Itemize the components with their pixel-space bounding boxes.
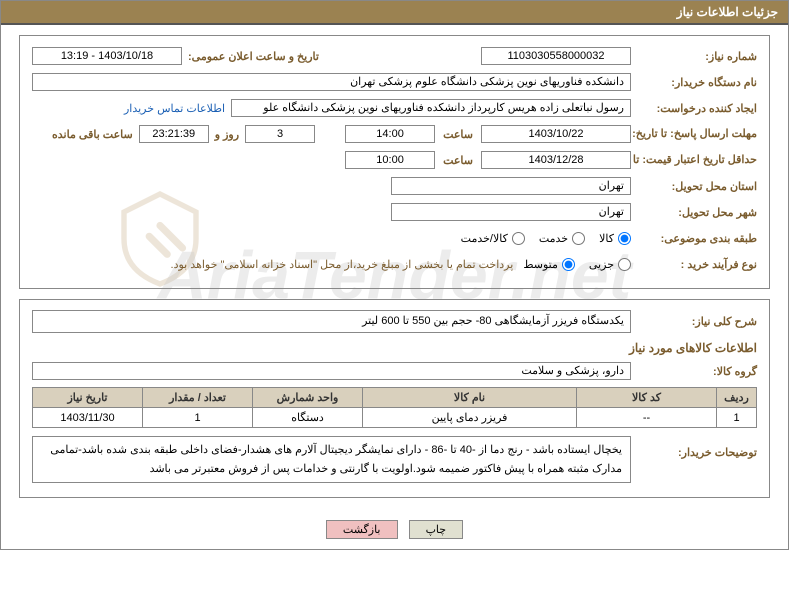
countdown-suffix: ساعت باقی مانده xyxy=(52,128,133,141)
buyer-notes-value: یخچال ایستاده باشد - رنج دما از -40 تا -… xyxy=(32,436,631,483)
category-option-both[interactable]: کالا/خدمت xyxy=(461,232,525,245)
col-unit: واحد شمارش xyxy=(253,388,363,408)
goods-group-value: دارو، پزشکی و سلامت xyxy=(32,362,631,380)
table-row: 1 -- فریزر دمای پایین دستگاه 1 1403/11/3… xyxy=(33,408,757,428)
announce-datetime-value: 1403/10/18 - 13:19 xyxy=(32,47,182,65)
time-label-2: ساعت xyxy=(443,154,473,167)
need-number-value: 1103030558000032 xyxy=(481,47,631,65)
purchase-type-radio-group: جزیی متوسط xyxy=(523,258,631,271)
response-deadline-label: مهلت ارسال پاسخ: تا تاریخ: xyxy=(637,127,757,141)
purchase-note: پرداخت تمام یا بخشی از مبلغ خرید،از محل … xyxy=(171,258,514,271)
delivery-province-label: استان محل تحویل: xyxy=(637,180,757,193)
goods-group-label: گروه کالا: xyxy=(637,365,757,378)
buyer-notes-label: توضیحات خریدار: xyxy=(637,436,757,459)
purchase-type-minor[interactable]: جزیی xyxy=(589,258,631,271)
category-label: طبقه بندی موضوعی: xyxy=(637,232,757,245)
col-code: کد کالا xyxy=(577,388,717,408)
response-deadline-date: 1403/10/22 xyxy=(481,125,631,143)
col-date: تاریخ نیاز xyxy=(33,388,143,408)
back-button[interactable]: بازگشت xyxy=(326,520,398,539)
time-label-1: ساعت xyxy=(443,128,473,141)
page-header: جزئیات اطلاعات نیاز xyxy=(1,1,788,25)
need-details-fieldset: شرح کلی نیاز: یکدستگاه فریزر آزمایشگاهی … xyxy=(19,299,770,498)
col-qty: تعداد / مقدار xyxy=(143,388,253,408)
delivery-city-value: تهران xyxy=(391,203,631,221)
overall-need-value: یکدستگاه فریزر آزمایشگاهی 80- حجم بین 55… xyxy=(32,310,631,333)
category-option-service[interactable]: خدمت xyxy=(539,232,585,245)
requester-value: رسول نباتعلی زاده هریس کارپرداز دانشکده … xyxy=(231,99,631,117)
goods-table: ردیف کد کالا نام کالا واحد شمارش تعداد /… xyxy=(32,387,757,428)
days-suffix: روز و xyxy=(215,128,239,141)
price-validity-date: 1403/12/28 xyxy=(481,151,631,169)
response-countdown: 23:21:39 xyxy=(139,125,209,143)
price-validity-label: حداقل تاریخ اعتبار قیمت: تا تاریخ: xyxy=(637,153,757,167)
cell-qty: 1 xyxy=(143,408,253,428)
purchase-type-medium[interactable]: متوسط xyxy=(523,258,575,271)
category-radio-group: کالا خدمت کالا/خدمت xyxy=(461,232,631,245)
cell-unit: دستگاه xyxy=(253,408,363,428)
button-row: چاپ بازگشت xyxy=(1,514,788,549)
col-row: ردیف xyxy=(717,388,757,408)
response-deadline-time: 14:00 xyxy=(345,125,435,143)
announce-datetime-label: تاریخ و ساعت اعلان عمومی: xyxy=(188,50,319,63)
cell-date: 1403/11/30 xyxy=(33,408,143,428)
goods-section-title: اطلاعات کالاهای مورد نیاز xyxy=(32,341,757,355)
col-name: نام کالا xyxy=(363,388,577,408)
need-number-label: شماره نیاز: xyxy=(637,50,757,63)
delivery-province-value: تهران xyxy=(391,177,631,195)
cell-row: 1 xyxy=(717,408,757,428)
overall-need-label: شرح کلی نیاز: xyxy=(637,315,757,328)
category-option-goods[interactable]: کالا xyxy=(599,232,631,245)
cell-code: -- xyxy=(577,408,717,428)
delivery-city-label: شهر محل تحویل: xyxy=(637,206,757,219)
price-validity-time: 10:00 xyxy=(345,151,435,169)
buyer-org-label: نام دستگاه خریدار: xyxy=(637,76,757,89)
cell-name: فریزر دمای پایین xyxy=(363,408,577,428)
buyer-org-value: دانشکده فناوریهای نوین پزشکی دانشگاه علو… xyxy=(32,73,631,91)
requester-label: ایجاد کننده درخواست: xyxy=(637,102,757,115)
buyer-contact-link[interactable]: اطلاعات تماس خریدار xyxy=(124,102,225,115)
purchase-type-label: نوع فرآیند خرید : xyxy=(637,258,757,271)
main-info-fieldset: شماره نیاز: 1103030558000032 تاریخ و ساع… xyxy=(19,35,770,289)
print-button[interactable]: چاپ xyxy=(409,520,464,539)
response-days: 3 xyxy=(245,125,315,143)
